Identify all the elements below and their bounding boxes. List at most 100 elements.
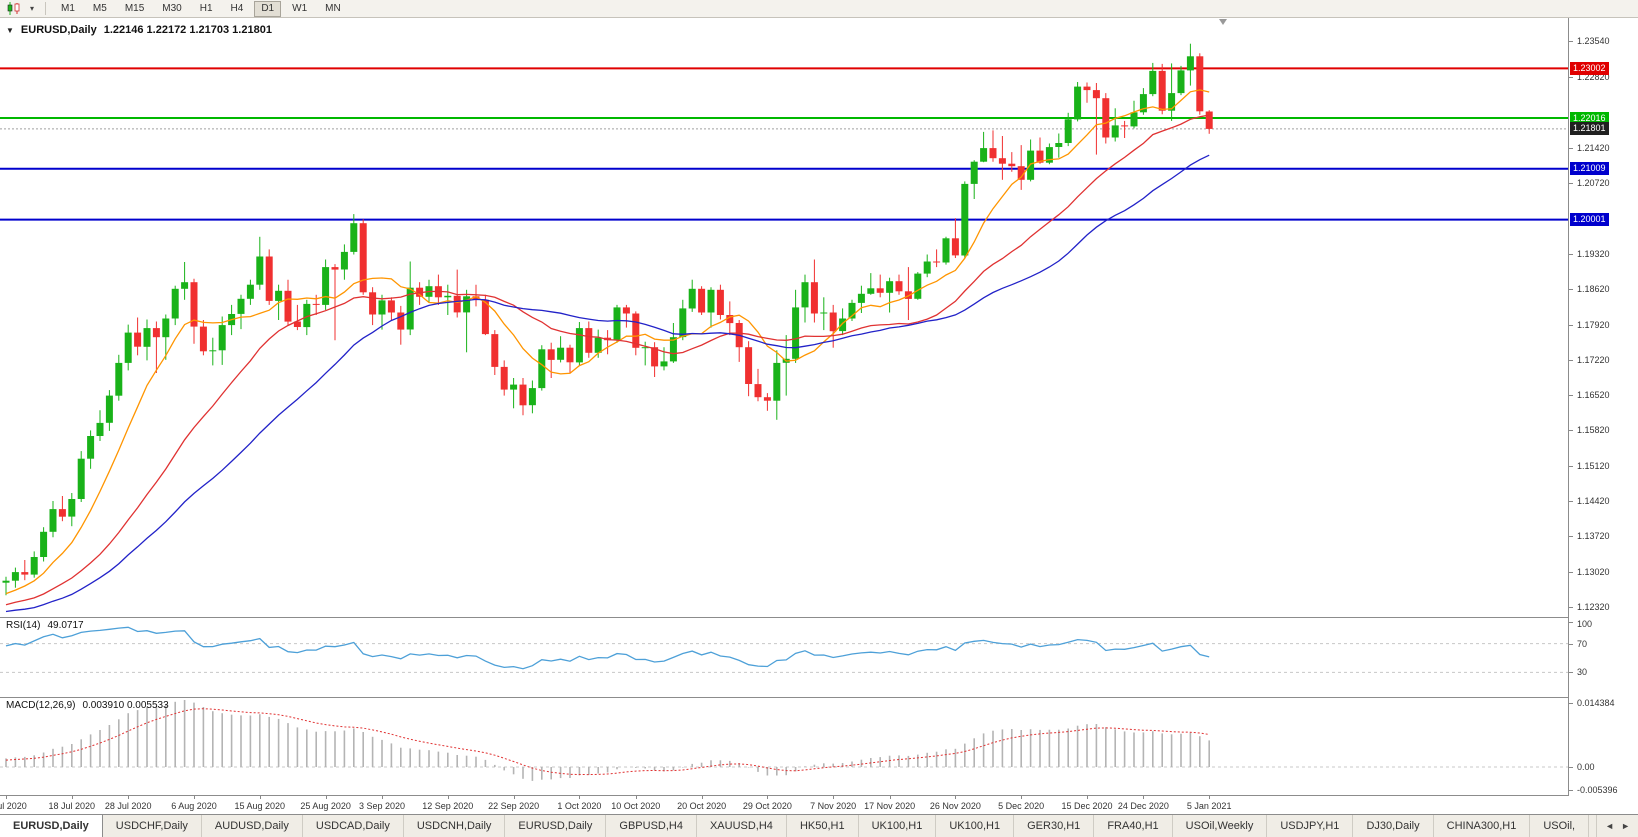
price-tick-label: 1.23540	[1577, 36, 1610, 47]
timeframe-button-h4[interactable]: H4	[230, 2, 244, 14]
date-label: 24 Dec 2020	[1117, 801, 1169, 811]
chart-tab-usdchf-daily[interactable]: USDCHF,Daily	[103, 815, 202, 837]
price-tick-label: 1.19320	[1577, 248, 1610, 259]
date-label: 18 Jul 2020	[48, 801, 96, 811]
date-label: 25 Aug 2020	[300, 801, 351, 811]
date-tick-mark	[1209, 796, 1211, 799]
tab-scroll-left-button[interactable]: ◄	[1605, 821, 1615, 831]
date-label: 17 Nov 2020	[864, 801, 916, 811]
chart-tab-eurusd-daily[interactable]: EURUSD,Daily	[505, 815, 607, 837]
macd-tick-mark	[1569, 703, 1573, 704]
date-label: 9 Jul 2020	[0, 801, 27, 811]
macd-canvas[interactable]	[0, 698, 1568, 796]
chart-tab-china300-h1[interactable]: CHINA300,H1	[1434, 815, 1531, 837]
chart-tab-eurusd-daily[interactable]: EURUSD,Daily	[0, 815, 103, 837]
price-tick-label: 1.18620	[1577, 284, 1610, 295]
date-label: 28 Jul 2020	[104, 801, 152, 811]
date-tick-mark	[447, 796, 449, 799]
price-tick-mark	[1569, 77, 1573, 79]
moving-average-line-21[interactable]	[5, 114, 1210, 606]
timeframe-button-m30[interactable]: M30	[162, 2, 182, 14]
panel-separator[interactable]	[0, 617, 1638, 618]
chart-tabs-bar: EURUSD,Daily USDCHF,Daily AUDUSD,Daily USDC…	[0, 814, 1638, 837]
tab-scroll-arrows: ◄ ►	[1596, 815, 1638, 837]
chart-tab-usdcnh-daily[interactable]: USDCNH,Daily	[404, 815, 506, 837]
timeframe-button-m5[interactable]: M5	[92, 2, 107, 14]
date-label: 5 Dec 2020	[998, 801, 1045, 811]
rsi-tick-mark	[1569, 622, 1573, 623]
price-tick-mark	[1569, 571, 1573, 573]
price-tick-label: 1.13720	[1577, 531, 1610, 542]
chart-tab-usoil-weekly[interactable]: USOil,Weekly	[1173, 815, 1268, 837]
price-tick-mark	[1569, 253, 1573, 255]
date-tick-mark	[767, 796, 769, 799]
moving-average-line-8[interactable]	[5, 89, 1210, 595]
toolbar-separator	[45, 2, 47, 15]
chart-tab-usoil[interactable]: USOil,	[1530, 815, 1590, 837]
rsi-canvas[interactable]	[0, 618, 1568, 698]
date-tick-mark	[325, 796, 327, 799]
price-line-label: 1.20001	[1570, 213, 1609, 227]
timeframe-button-h1[interactable]: H1	[199, 2, 213, 14]
panel-separator[interactable]	[0, 697, 1638, 698]
date-label: 26 Nov 2020	[929, 801, 981, 811]
date-label: 1 Oct 2020	[557, 801, 602, 811]
price-line-label: 1.21009	[1570, 162, 1609, 176]
date-tick-mark	[889, 796, 891, 799]
price-tick-mark	[1569, 324, 1573, 326]
tab-scroll-right-button[interactable]: ►	[1621, 821, 1630, 831]
price-line-label: 1.23002	[1570, 61, 1609, 75]
price-tick-label: 1.15120	[1577, 460, 1610, 471]
chart-tabs: EURUSD,Daily USDCHF,Daily AUDUSD,Daily USDC…	[0, 815, 1596, 837]
date-tick-mark	[513, 796, 515, 799]
chart-tab-dj30-daily[interactable]: DJ30,Daily	[1353, 815, 1434, 837]
timeframe-buttons: M1 M5 M15 M30 H1 H4 D1 W1 MN	[54, 0, 348, 17]
rsi-line	[5, 626, 1210, 670]
collapse-triangle-icon[interactable]: ▼	[6, 25, 14, 35]
date-label: 22 Sep 2020	[488, 801, 540, 811]
macd-tick-mark	[1569, 766, 1573, 768]
chart-tab-fra40-h1[interactable]: FRA40,H1	[1094, 815, 1173, 837]
chart-tab-ger30-h1[interactable]: GER30,H1	[1014, 815, 1095, 837]
timeframe-toolbar: ▾ M1 M5 M15 M30 H1 H4 D1 W1 MN	[0, 0, 1638, 18]
moving-average-line-34[interactable]	[5, 154, 1210, 613]
price-scale[interactable]: 1.23540 1.22820 1.21420 1.20720 1.19320 1.186…	[1569, 18, 1638, 796]
chart-type-icon[interactable]	[4, 1, 24, 17]
rsi-tick-mark	[1569, 672, 1573, 674]
chart-tab-audusd-daily[interactable]: AUDUSD,Daily	[202, 815, 303, 837]
chart-tab-xauusd-h4[interactable]: XAUUSD,H4	[697, 815, 787, 837]
price-tick-mark	[1569, 289, 1573, 291]
date-label: 12 Sep 2020	[422, 801, 474, 811]
price-tick-label: 1.21420	[1577, 143, 1610, 154]
timeframe-button-d1[interactable]: D1	[254, 0, 282, 17]
timeframe-button-m15[interactable]: M15	[124, 2, 145, 14]
date-tick-mark	[1087, 796, 1088, 799]
macd-values-label: 0.003910 0.005533	[82, 700, 169, 711]
main-chart-panel: ▼ EURUSD,Daily 1.22146 1.22172 1.21703 1…	[0, 18, 1568, 618]
chart-tab-hk50-h1[interactable]: HK50,H1	[787, 815, 859, 837]
date-tick-mark	[259, 796, 261, 799]
main-chart-canvas[interactable]	[0, 18, 1568, 618]
date-tick-mark	[955, 796, 957, 799]
timeframe-button-mn[interactable]: MN	[325, 2, 341, 14]
rsi-name-label: RSI(14)	[6, 620, 41, 631]
chart-tab-usdcad-daily[interactable]: USDCAD,Daily	[303, 815, 404, 837]
panel-separator	[0, 795, 1638, 796]
chart-tab-uk100-h1[interactable]: UK100,H1	[859, 815, 937, 837]
timeframe-button-w1[interactable]: W1	[292, 2, 308, 14]
chart-tab-gbpusd-h4[interactable]: GBPUSD,H4	[606, 815, 697, 837]
price-tick-label: 1.14420	[1577, 496, 1610, 507]
date-tick-mark	[128, 796, 130, 799]
chart-tab-usdjpy-h1[interactable]: USDJPY,H1	[1267, 815, 1354, 837]
chart-tab-uk100-h1[interactable]: UK100,H1	[936, 815, 1015, 837]
time-axis[interactable]: 9 Jul 2020 18 Jul 2020 28 Jul 2020 6 Aug 20…	[0, 796, 1638, 814]
date-label: 10 Oct 2020	[611, 801, 661, 811]
price-tick-mark	[1569, 395, 1573, 397]
timeframe-button-m1[interactable]: M1	[61, 2, 75, 14]
horizontal-lines-group[interactable]	[0, 67, 1568, 221]
price-scale-border	[1568, 18, 1569, 796]
dropdown-caret-icon[interactable]: ▾	[30, 4, 35, 13]
macd-signal-line	[5, 708, 1210, 776]
date-tick-mark	[635, 796, 637, 799]
price-tick-mark	[1569, 41, 1573, 43]
